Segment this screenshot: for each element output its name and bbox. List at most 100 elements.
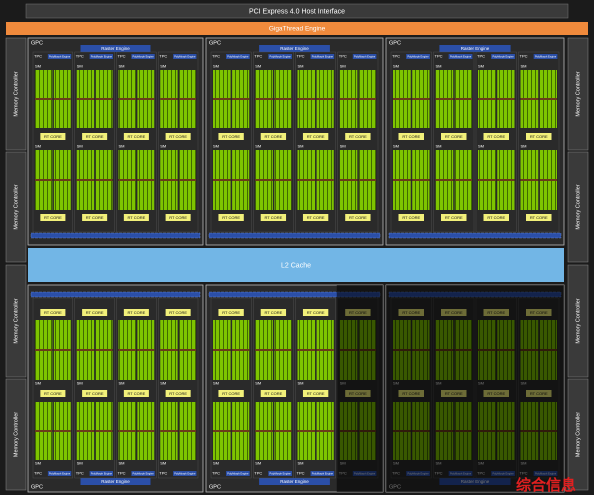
sm-label: SM	[160, 64, 166, 69]
rt-core-label: RT CORE	[86, 215, 104, 220]
memory-controller-label: Memory Controller	[575, 298, 581, 343]
polymorph-engine	[533, 54, 558, 59]
memory-controller-label: Memory Controller	[575, 71, 581, 116]
sm-label: SM	[436, 144, 442, 149]
sm-divider	[177, 150, 180, 210]
polymorph-label: PolyMorph Engine	[227, 54, 249, 58]
sm-divider	[538, 150, 540, 210]
rt-core-label: RT CORE	[222, 134, 240, 139]
polymorph-label: PolyMorph Engine	[407, 54, 429, 58]
tpc-label: TPC	[76, 471, 84, 476]
rt-core-label: RT CORE	[487, 215, 505, 220]
raster-engine-label: Raster Engine	[280, 479, 309, 484]
rt-core	[302, 214, 329, 221]
sm-label: SM	[521, 64, 527, 69]
polymorph-engine	[47, 54, 72, 59]
rt-core-label: RT CORE	[169, 310, 187, 315]
tpc-label: TPC	[159, 471, 167, 476]
memory-strip	[30, 291, 201, 298]
rt-core-label: RT CORE	[169, 215, 187, 220]
polymorph-label: PolyMorph Engine	[132, 54, 154, 58]
sm-label: SM	[77, 64, 83, 69]
polymorph-label: PolyMorph Engine	[91, 471, 113, 475]
sm-label: SM	[213, 144, 219, 149]
rt-core-label: RT CORE	[44, 134, 62, 139]
rt-core-label: RT CORE	[127, 310, 145, 315]
polymorph-engine	[268, 54, 292, 59]
rt-core	[302, 133, 329, 140]
tpc	[337, 51, 379, 233]
sm-label: SM	[478, 64, 484, 69]
raster-engine	[259, 478, 330, 485]
tpc-label: TPC	[297, 54, 305, 59]
rt-core	[526, 133, 552, 140]
sm-divider	[410, 70, 413, 128]
memory-controller-label: Memory Controller	[13, 184, 19, 229]
tpc-label: TPC	[520, 54, 528, 59]
rt-core-label: RT CORE	[445, 134, 463, 139]
l2-cache	[28, 248, 564, 282]
rt-core-label: RT CORE	[127, 134, 145, 139]
rt-core-label: RT CORE	[307, 310, 325, 315]
polymorph-engine	[491, 54, 515, 59]
rt-core-label: RT CORE	[349, 215, 367, 220]
rt-core-label: RT CORE	[530, 215, 548, 220]
sm-label: SM	[255, 64, 261, 69]
rt-core	[165, 133, 191, 140]
sm-label: SM	[255, 381, 261, 386]
raster-engine-label: Raster Engine	[461, 46, 490, 51]
memory-controller	[5, 37, 27, 151]
polymorph-engine	[89, 54, 113, 59]
memory-strip	[30, 232, 201, 239]
sm-label: SM	[213, 461, 219, 466]
gpc-label: GPC	[209, 484, 221, 490]
polymorph-label: PolyMorph Engine	[174, 471, 196, 475]
sm-divider	[230, 150, 233, 210]
rt-core	[345, 214, 371, 221]
rt-core	[123, 309, 149, 316]
polymorph-engine	[131, 471, 155, 476]
memory-controller	[567, 151, 589, 263]
polymorph-label: PolyMorph Engine	[174, 54, 196, 58]
rt-core-label: RT CORE	[222, 391, 240, 396]
rt-core-label: RT CORE	[222, 215, 240, 220]
rt-core-label: RT CORE	[127, 215, 145, 220]
rt-core-label: RT CORE	[402, 134, 420, 139]
sm-divider	[315, 70, 317, 128]
sm-label: SM	[393, 64, 399, 69]
sm-divider	[453, 70, 455, 128]
rt-core-label: RT CORE	[264, 134, 282, 139]
sm-label: SM	[160, 381, 166, 386]
tpc-label: TPC	[392, 54, 400, 59]
rt-core	[40, 309, 66, 316]
sm-divider	[94, 320, 96, 380]
rt-core	[260, 390, 287, 397]
sm-label: SM	[436, 64, 442, 69]
raster-engine-label: Raster Engine	[101, 46, 130, 51]
rt-core	[260, 133, 287, 140]
memory-controller-label: Memory Controller	[575, 412, 581, 457]
sm-divider	[135, 402, 138, 460]
rt-core-label: RT CORE	[169, 391, 187, 396]
tpc	[295, 51, 336, 233]
polymorph-engine	[226, 54, 250, 59]
rt-core-label: RT CORE	[169, 134, 187, 139]
memory-controller-label: Memory Controller	[13, 298, 19, 343]
rt-core-label: RT CORE	[86, 310, 104, 315]
sm-label: SM	[35, 461, 41, 466]
rt-core	[483, 214, 509, 221]
polymorph-engine	[89, 471, 113, 476]
sm-divider	[272, 320, 275, 380]
sm-divider	[135, 320, 138, 380]
rt-core-label: RT CORE	[487, 134, 505, 139]
rt-core-label: RT CORE	[307, 391, 325, 396]
polymorph-label: PolyMorph Engine	[91, 54, 113, 58]
polymorph-label: PolyMorph Engine	[312, 54, 334, 58]
polymorph-engine	[173, 471, 197, 476]
sm-divider	[177, 402, 180, 460]
pcie-bar	[25, 3, 569, 19]
tpc	[390, 51, 432, 233]
sm-divider	[230, 320, 233, 380]
pcie-label: PCI Express 4.0 Host Interface	[249, 8, 345, 15]
polymorph-engine	[226, 471, 250, 476]
